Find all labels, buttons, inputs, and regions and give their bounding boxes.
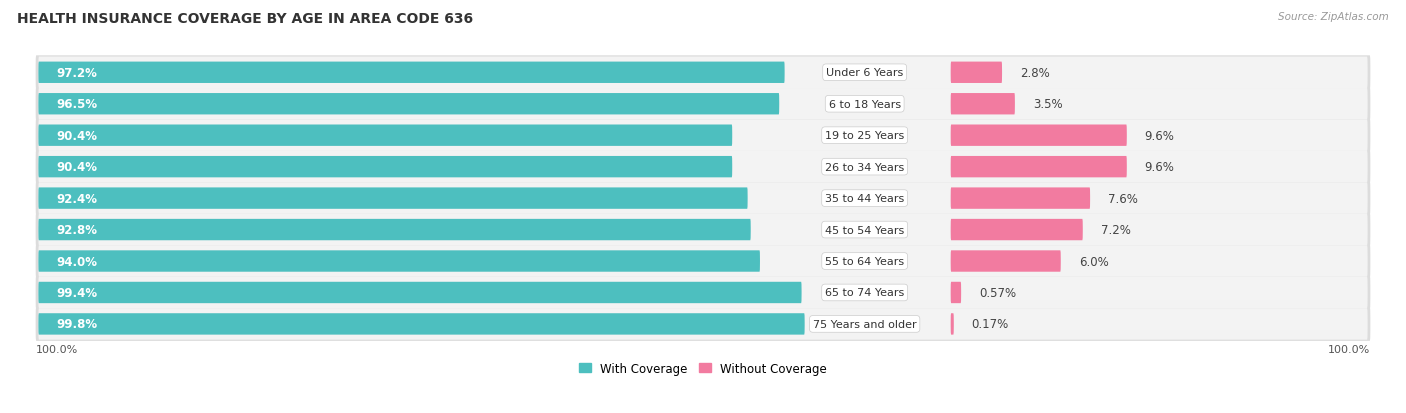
Text: 75 Years and older: 75 Years and older [813, 319, 917, 329]
FancyBboxPatch shape [38, 309, 1368, 340]
Text: 9.6%: 9.6% [1144, 129, 1174, 142]
FancyBboxPatch shape [38, 282, 801, 304]
FancyBboxPatch shape [38, 62, 785, 84]
Text: 0.17%: 0.17% [972, 318, 1010, 331]
FancyBboxPatch shape [38, 125, 733, 147]
Text: Under 6 Years: Under 6 Years [827, 68, 903, 78]
FancyBboxPatch shape [950, 313, 953, 335]
FancyBboxPatch shape [35, 182, 1371, 216]
FancyBboxPatch shape [950, 62, 1002, 84]
Text: 90.4%: 90.4% [56, 129, 97, 142]
FancyBboxPatch shape [950, 219, 1083, 241]
Text: 97.2%: 97.2% [56, 66, 97, 80]
Text: 55 to 64 Years: 55 to 64 Years [825, 256, 904, 266]
FancyBboxPatch shape [38, 152, 1368, 183]
Text: 94.0%: 94.0% [56, 255, 97, 268]
Text: 92.8%: 92.8% [56, 223, 97, 237]
FancyBboxPatch shape [38, 183, 1368, 214]
Text: 45 to 54 Years: 45 to 54 Years [825, 225, 904, 235]
FancyBboxPatch shape [35, 56, 1371, 90]
Text: 96.5%: 96.5% [56, 98, 97, 111]
Legend: With Coverage, Without Coverage: With Coverage, Without Coverage [574, 357, 832, 380]
FancyBboxPatch shape [35, 244, 1371, 278]
FancyBboxPatch shape [38, 94, 779, 115]
Text: 26 to 34 Years: 26 to 34 Years [825, 162, 904, 172]
FancyBboxPatch shape [38, 120, 1368, 152]
Text: HEALTH INSURANCE COVERAGE BY AGE IN AREA CODE 636: HEALTH INSURANCE COVERAGE BY AGE IN AREA… [17, 12, 472, 26]
FancyBboxPatch shape [950, 251, 1060, 272]
Text: 6 to 18 Years: 6 to 18 Years [828, 100, 901, 109]
Text: 2.8%: 2.8% [1019, 66, 1050, 80]
Text: 7.6%: 7.6% [1108, 192, 1137, 205]
FancyBboxPatch shape [38, 89, 1368, 120]
Text: 9.6%: 9.6% [1144, 161, 1174, 174]
Text: 3.5%: 3.5% [1033, 98, 1063, 111]
FancyBboxPatch shape [38, 246, 1368, 277]
Text: 19 to 25 Years: 19 to 25 Years [825, 131, 904, 141]
Text: 65 to 74 Years: 65 to 74 Years [825, 288, 904, 298]
FancyBboxPatch shape [35, 213, 1371, 247]
Text: Source: ZipAtlas.com: Source: ZipAtlas.com [1278, 12, 1389, 22]
FancyBboxPatch shape [38, 313, 804, 335]
Text: 90.4%: 90.4% [56, 161, 97, 174]
Text: 0.57%: 0.57% [979, 286, 1017, 299]
FancyBboxPatch shape [35, 119, 1371, 153]
Text: 100.0%: 100.0% [35, 344, 77, 354]
FancyBboxPatch shape [38, 251, 761, 272]
Text: 6.0%: 6.0% [1078, 255, 1108, 268]
Text: 100.0%: 100.0% [1329, 344, 1371, 354]
Text: 7.2%: 7.2% [1101, 223, 1130, 237]
FancyBboxPatch shape [38, 157, 733, 178]
FancyBboxPatch shape [38, 277, 1368, 309]
FancyBboxPatch shape [950, 157, 1126, 178]
FancyBboxPatch shape [38, 219, 751, 241]
FancyBboxPatch shape [38, 188, 748, 209]
FancyBboxPatch shape [38, 57, 1368, 89]
FancyBboxPatch shape [35, 88, 1371, 121]
Text: 92.4%: 92.4% [56, 192, 97, 205]
FancyBboxPatch shape [950, 94, 1015, 115]
Text: 99.4%: 99.4% [56, 286, 97, 299]
Text: 99.8%: 99.8% [56, 318, 97, 331]
FancyBboxPatch shape [950, 282, 962, 304]
FancyBboxPatch shape [35, 276, 1371, 310]
FancyBboxPatch shape [950, 125, 1126, 147]
FancyBboxPatch shape [35, 150, 1371, 184]
FancyBboxPatch shape [35, 307, 1371, 341]
FancyBboxPatch shape [38, 214, 1368, 246]
FancyBboxPatch shape [950, 188, 1090, 209]
Text: 35 to 44 Years: 35 to 44 Years [825, 194, 904, 204]
